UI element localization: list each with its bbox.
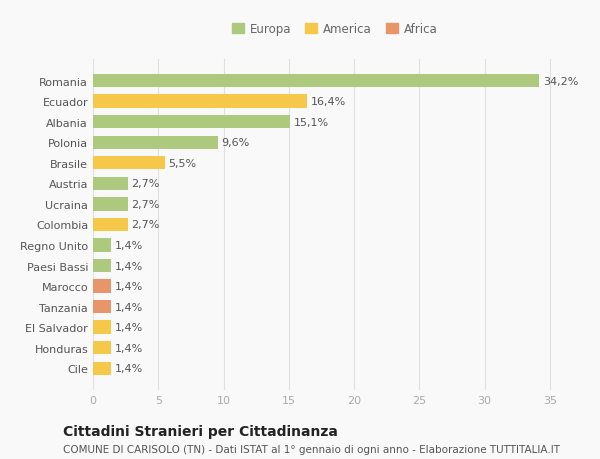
- Text: 2,7%: 2,7%: [131, 199, 160, 209]
- Bar: [93, 116, 290, 129]
- Bar: [93, 341, 111, 355]
- Text: 9,6%: 9,6%: [221, 138, 250, 148]
- Bar: [93, 239, 111, 252]
- Bar: [93, 75, 539, 88]
- Text: 1,4%: 1,4%: [115, 323, 143, 332]
- Text: 2,7%: 2,7%: [131, 220, 160, 230]
- Bar: [93, 177, 128, 190]
- Text: 1,4%: 1,4%: [115, 241, 143, 251]
- Text: 1,4%: 1,4%: [115, 302, 143, 312]
- Text: 1,4%: 1,4%: [115, 281, 143, 291]
- Text: 15,1%: 15,1%: [293, 118, 329, 127]
- Text: COMUNE DI CARISOLO (TN) - Dati ISTAT al 1° gennaio di ogni anno - Elaborazione T: COMUNE DI CARISOLO (TN) - Dati ISTAT al …: [63, 444, 560, 454]
- Legend: Europa, America, Africa: Europa, America, Africa: [228, 19, 441, 39]
- Text: 1,4%: 1,4%: [115, 261, 143, 271]
- Text: 16,4%: 16,4%: [310, 97, 346, 107]
- Bar: [93, 362, 111, 375]
- Bar: [93, 198, 128, 211]
- Text: 1,4%: 1,4%: [115, 343, 143, 353]
- Bar: [93, 300, 111, 313]
- Text: 34,2%: 34,2%: [543, 76, 578, 86]
- Bar: [93, 321, 111, 334]
- Bar: [93, 280, 111, 293]
- Bar: [93, 157, 165, 170]
- Text: 2,7%: 2,7%: [131, 179, 160, 189]
- Bar: [93, 259, 111, 273]
- Text: 5,5%: 5,5%: [168, 158, 196, 168]
- Bar: [93, 136, 218, 150]
- Text: 1,4%: 1,4%: [115, 364, 143, 374]
- Bar: [93, 95, 307, 108]
- Text: Cittadini Stranieri per Cittadinanza: Cittadini Stranieri per Cittadinanza: [63, 425, 338, 438]
- Bar: [93, 218, 128, 232]
